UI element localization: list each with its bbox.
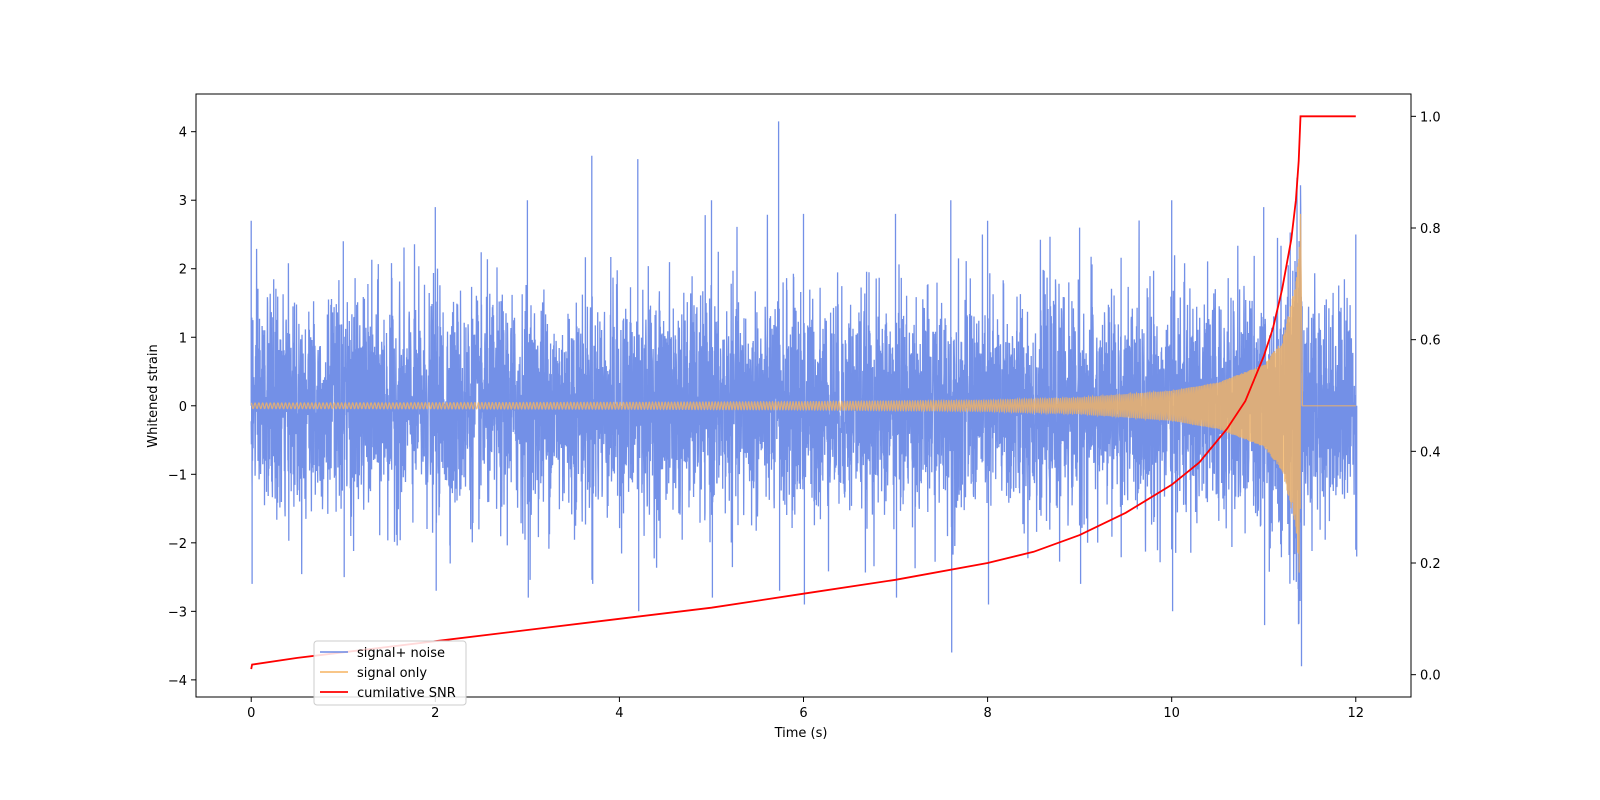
y-tick-label: −3 xyxy=(168,605,187,620)
y-tick-label: 2 xyxy=(179,263,187,278)
x-tick-label: 2 xyxy=(431,706,439,721)
y-tick-label: −2 xyxy=(168,537,187,552)
x-axis-label: Time (s) xyxy=(774,726,828,741)
y-tick-label: 1 xyxy=(179,331,187,346)
y-tick-label: −4 xyxy=(168,674,187,689)
legend: signal+ noise signal only cumilative SNR xyxy=(313,640,467,706)
y2-tick-label: 0.4 xyxy=(1420,445,1441,460)
y-tick-label: 4 xyxy=(179,126,187,141)
legend-label: cumilative SNR xyxy=(357,686,456,701)
y-tick-label: 3 xyxy=(179,194,187,209)
y-axis-left: −4 −3 −2 −1 0 1 2 3 4 xyxy=(168,126,196,689)
x-tick-label: 4 xyxy=(615,706,623,721)
y2-tick-label: 0.6 xyxy=(1420,334,1441,349)
x-tick-label: 10 xyxy=(1163,706,1180,721)
y2-tick-label: 0.0 xyxy=(1420,669,1441,684)
y-axis-label: Whitened strain xyxy=(146,344,161,447)
series-layer xyxy=(250,115,1358,670)
y-axis-right: 0.0 0.2 0.4 0.6 0.8 1.0 xyxy=(1411,110,1441,684)
series-cumulative-snr xyxy=(250,115,1356,670)
y2-tick-label: 1.0 xyxy=(1420,110,1441,125)
series-signal-only xyxy=(250,213,1356,573)
x-tick-label: 8 xyxy=(983,706,991,721)
legend-box xyxy=(313,640,467,706)
y-tick-label: −1 xyxy=(168,468,187,483)
x-tick-label: 6 xyxy=(799,706,807,721)
x-tick-label: 0 xyxy=(247,706,255,721)
y-tick-label: 0 xyxy=(179,400,187,415)
y2-tick-label: 0.8 xyxy=(1420,222,1441,237)
y2-tick-label: 0.2 xyxy=(1420,557,1441,572)
x-tick-label: 12 xyxy=(1347,706,1364,721)
legend-label: signal+ noise xyxy=(357,646,445,661)
legend-label: signal only xyxy=(357,666,427,681)
